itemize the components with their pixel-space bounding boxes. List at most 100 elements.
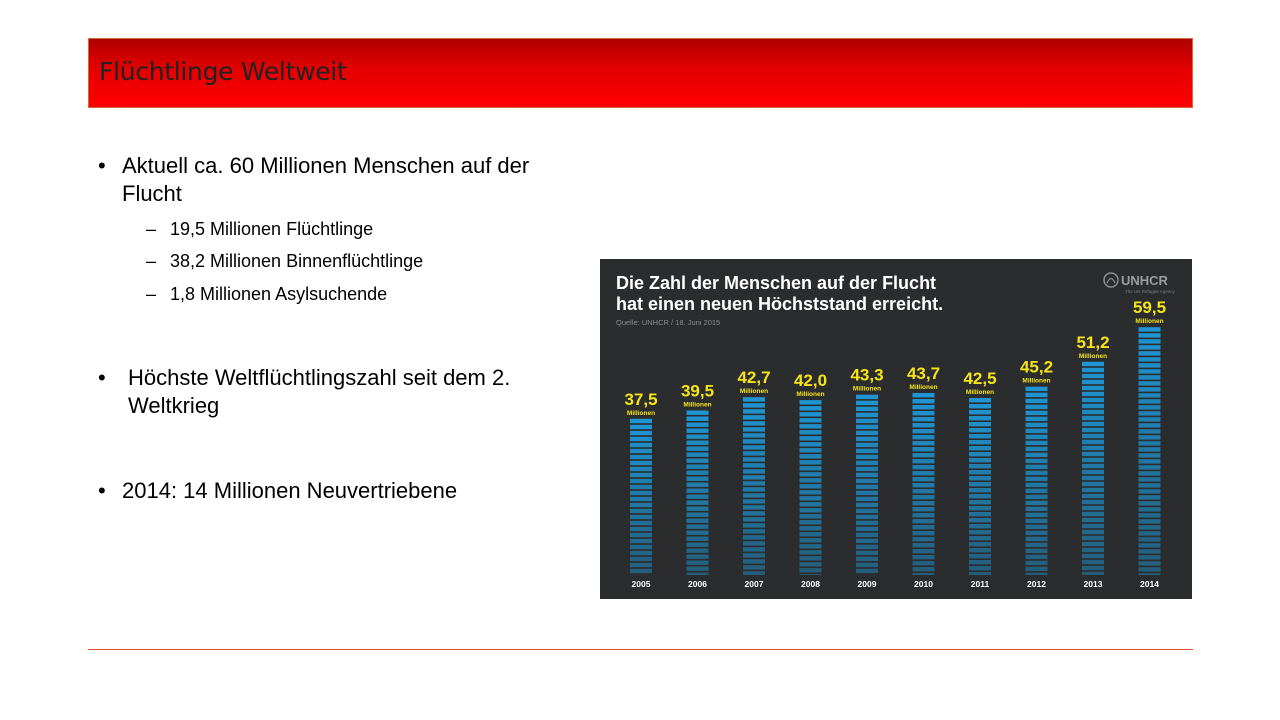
- bar-stripe: [1082, 415, 1104, 421]
- bar-stripe: [1138, 471, 1161, 476]
- bar-stripe: [1082, 493, 1104, 499]
- bar-stripe: [630, 514, 652, 520]
- bar-stripe: [912, 453, 935, 458]
- data-label-unit: Millionen: [796, 391, 824, 398]
- bar-stripe: [856, 550, 878, 556]
- bar-stripe: [799, 406, 822, 411]
- bar-stripe: [1138, 519, 1161, 524]
- bar-stripe: [912, 501, 935, 506]
- x-tick-label: 2005: [632, 579, 651, 589]
- bar-stripe: [1138, 465, 1161, 470]
- bar-stripe: [969, 482, 991, 487]
- bar-stripe: [686, 548, 709, 553]
- bar-stripe: [686, 536, 709, 541]
- bar-stripe: [856, 544, 878, 550]
- bar-stripe: [1082, 541, 1104, 547]
- bar-stripe: [799, 496, 822, 501]
- bar-stripe: [743, 445, 765, 450]
- bar-stripe: [743, 409, 765, 414]
- bar-stripe: [1025, 452, 1048, 458]
- bar-stripe: [686, 518, 709, 523]
- bar-stripe: [856, 424, 878, 430]
- bar-stripe: [743, 427, 765, 432]
- bar-stripe: [1082, 421, 1104, 427]
- bar-stripe: [1025, 560, 1048, 566]
- bar-stripe: [1025, 512, 1048, 518]
- dash-icon: –: [146, 284, 157, 304]
- bar-stripe: [799, 502, 822, 507]
- bar-stripe: [743, 511, 765, 516]
- bar-stripe: [912, 483, 935, 488]
- bar-stripe: [1138, 483, 1161, 488]
- data-label-unit: Millionen: [1135, 318, 1163, 325]
- bar-stripe: [912, 465, 935, 470]
- bar-2006: [686, 410, 709, 575]
- bar-stripe: [630, 442, 652, 448]
- bar-stripe: [856, 490, 878, 496]
- bar-stripe: [799, 556, 822, 561]
- bar-stripe: [1138, 381, 1161, 386]
- bar-stripe: [856, 514, 878, 520]
- bar-stripe: [1138, 495, 1161, 500]
- bar-stripe: [743, 469, 765, 474]
- bar-stripe: [1082, 475, 1104, 481]
- chart-source: Quelle: UNHCR / 18. Juni 2015: [616, 318, 720, 327]
- x-tick-label: 2008: [801, 579, 820, 589]
- bar-stripe: [799, 442, 822, 447]
- bar-stripe: [686, 464, 709, 469]
- data-label-unit: Millionen: [740, 388, 768, 395]
- bar-stripe: [1138, 345, 1161, 350]
- bar-stripe: [799, 526, 822, 531]
- bar-stripe: [686, 440, 709, 445]
- bar-stripe: [799, 418, 822, 423]
- bar-stripe: [969, 548, 991, 553]
- bar-stripe: [1082, 403, 1104, 409]
- bar-stripe: [743, 529, 765, 534]
- bar-stripe: [1082, 379, 1104, 385]
- bar-stripe: [856, 472, 878, 478]
- bar-stripe: [743, 415, 765, 420]
- bar-stripe: [799, 562, 822, 567]
- bar-stripe: [1025, 536, 1048, 542]
- bar-stripe: [1025, 494, 1048, 500]
- bar-stripe: [912, 459, 935, 464]
- bar-stripe: [1138, 357, 1161, 362]
- bar-stripe: [912, 423, 935, 428]
- bar-stripe: [799, 508, 822, 513]
- bar-stripe: [743, 433, 765, 438]
- bar-stripe: [799, 568, 822, 573]
- bar-2012: [1025, 386, 1048, 575]
- bar-stripe: [630, 526, 652, 532]
- x-tick-label: 2014: [1140, 579, 1159, 589]
- bar-stripe: [630, 508, 652, 514]
- data-label-value: 51,2: [1076, 333, 1109, 352]
- bar-stripe: [969, 518, 991, 523]
- bar-stripe: [1082, 535, 1104, 541]
- x-tick-label: 2009: [858, 579, 877, 589]
- bar-stripe: [1138, 453, 1161, 458]
- bar-stripe: [686, 458, 709, 463]
- bar-stripe: [1082, 523, 1104, 529]
- bar-stripe: [743, 499, 765, 504]
- bar-stripe: [630, 490, 652, 496]
- bar-stripe: [912, 489, 935, 494]
- bar-stripe: [1082, 463, 1104, 469]
- bar-stripe: [1025, 470, 1048, 476]
- sub-bullet-text: 19,5 Millionen Flüchtlinge: [170, 219, 374, 239]
- bar-stripe: [686, 482, 709, 487]
- bar-stripe: [630, 538, 652, 544]
- bar-stripe: [1138, 525, 1161, 530]
- bar-stripe: [969, 572, 991, 575]
- bar-stripe: [743, 457, 765, 462]
- x-tick-label: 2011: [971, 579, 990, 589]
- bar-stripe: [1082, 499, 1104, 505]
- bar-stripe: [743, 397, 765, 402]
- bar-stripe: [630, 484, 652, 490]
- bar-stripe: [799, 430, 822, 435]
- bar-stripe: [969, 404, 991, 409]
- bar-stripe: [969, 494, 991, 499]
- bar-stripe: [799, 490, 822, 495]
- bar-stripe: [630, 532, 652, 538]
- bar-stripe: [969, 488, 991, 493]
- bar-stripe: [799, 412, 822, 417]
